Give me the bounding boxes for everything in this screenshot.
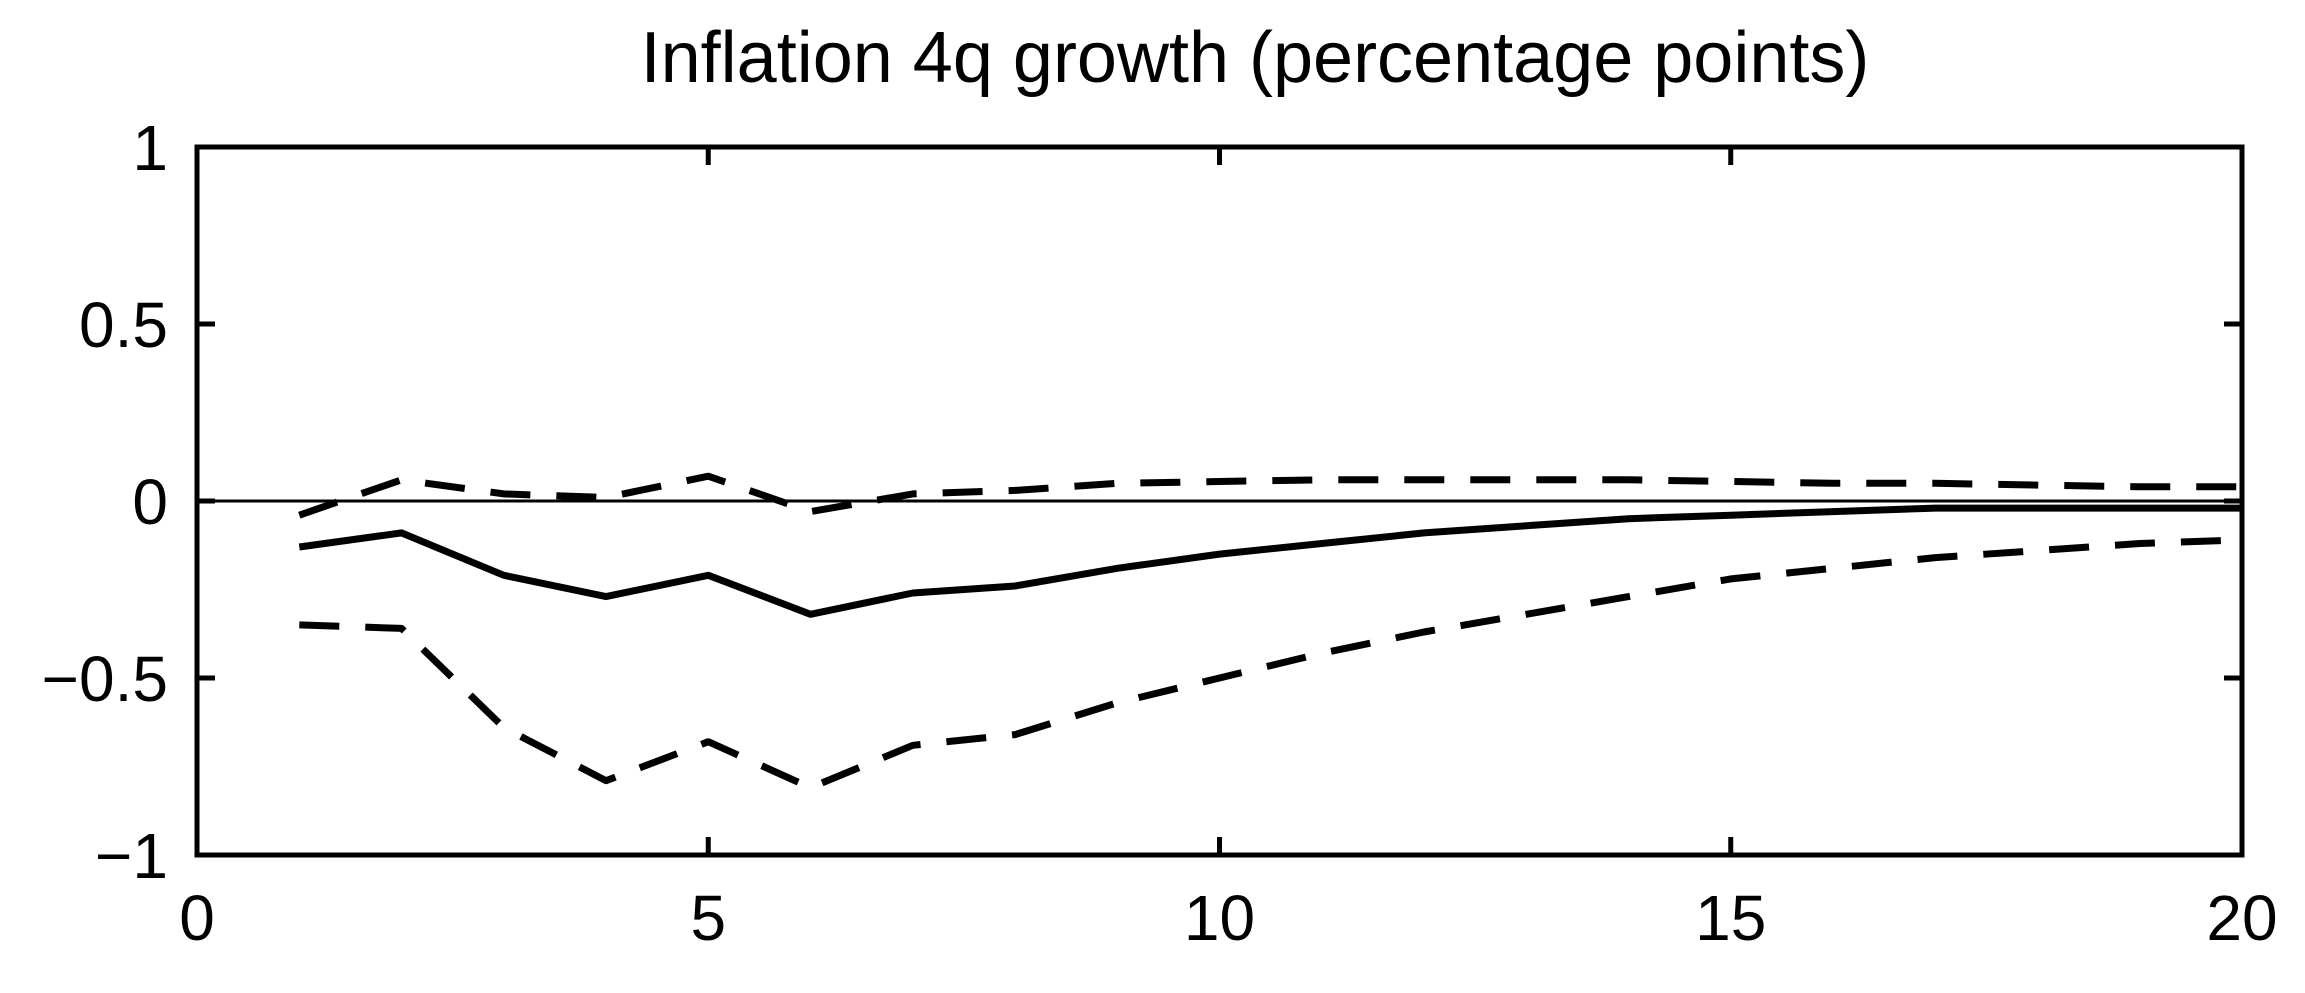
y-tick-label: 1: [132, 112, 168, 184]
solid-series-line-1: [298, 504, 2242, 618]
plot-layer: 0 5 10 15 20 1 0.5 0 −0.5 −1: [42, 112, 2278, 954]
x-tick-label: 10: [1184, 882, 1255, 954]
chart-title: Inflation 4q growth (percentage points): [641, 18, 1870, 98]
x-tick-label: 5: [690, 882, 726, 954]
y-tick-label: 0.5: [79, 289, 168, 361]
y-tick-label: −0.5: [42, 643, 168, 715]
x-tick-label: 15: [1695, 882, 1766, 954]
x-tick-label: 20: [2206, 882, 2277, 954]
y-tick-label: −1: [95, 820, 168, 892]
dashed-series-line-2: [298, 472, 2242, 519]
y-tick-label: 0: [132, 466, 168, 538]
x-tick-label: 0: [179, 882, 215, 954]
dashed-series-line-3: [299, 536, 2243, 792]
